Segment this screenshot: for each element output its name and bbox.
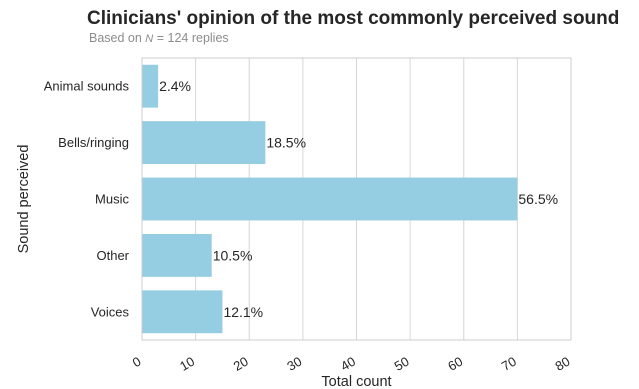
x-tick-label: 10 (177, 354, 197, 374)
plot-frame (141, 57, 572, 341)
y-axis-label: Sound perceived (16, 145, 32, 254)
bar (142, 177, 518, 221)
y-tick-label: Music (95, 192, 129, 207)
subtitle-suffix: = 124 replies (153, 31, 229, 45)
data-label: 2.4% (159, 78, 191, 94)
y-tick-label: Animal sounds (44, 79, 130, 94)
x-tick-label: 20 (231, 354, 251, 374)
x-tick-label: 70 (499, 354, 519, 374)
data-label: 56.5% (518, 191, 558, 207)
x-tick-label: 80 (552, 354, 572, 374)
x-tick-label: 60 (445, 354, 465, 374)
bar (142, 121, 266, 165)
chart-title: Clinicians' opinion of the most commonly… (87, 8, 620, 29)
bar (142, 290, 223, 334)
data-label: 10.5% (213, 247, 253, 263)
x-tick-label: 40 (338, 354, 358, 374)
bar (142, 233, 212, 277)
y-tick-label: Voices (91, 304, 130, 319)
subtitle-prefix: Based on (89, 31, 146, 45)
y-tick-label: Other (96, 248, 129, 263)
subtitle-variable: N (145, 33, 154, 45)
bars (142, 64, 518, 334)
x-tick-label: 30 (284, 354, 304, 374)
bar (142, 64, 159, 108)
data-label: 18.5% (266, 135, 306, 151)
chart-subtitle: Based on N = 124 replies (89, 31, 229, 45)
x-tick-label: 0 (130, 354, 144, 371)
x-tick-label: 50 (392, 354, 412, 374)
x-axis-label: Total count (321, 374, 391, 389)
y-tick-labels: Animal sounds Bells/ringing Music Other Voic… (44, 79, 130, 320)
x-tick-labels: 0 10 20 30 40 50 60 70 80 (130, 354, 573, 374)
data-label: 12.1% (223, 304, 263, 320)
data-labels: 2.4% 18.5% 56.5% 10.5% 12.1% (159, 78, 558, 320)
y-tick-label: Bells/ringing (58, 135, 129, 150)
